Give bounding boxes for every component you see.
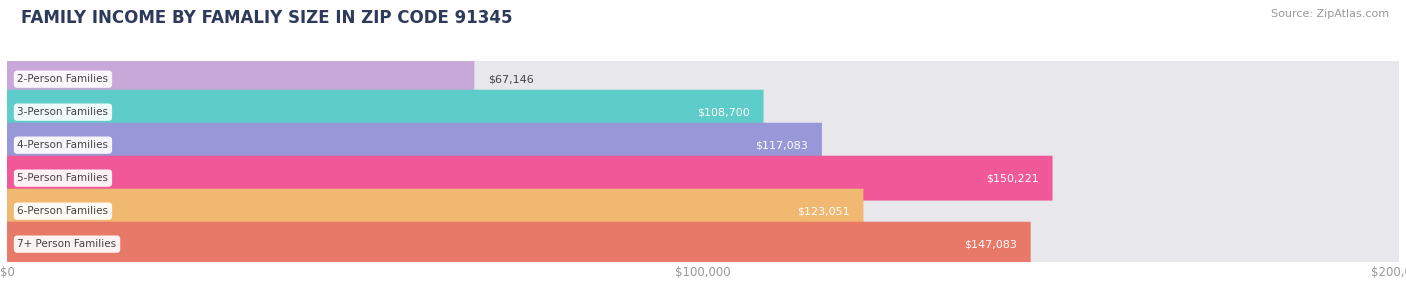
Text: 2-Person Families: 2-Person Families xyxy=(17,74,108,84)
Text: $150,221: $150,221 xyxy=(986,173,1039,183)
Text: 3-Person Families: 3-Person Families xyxy=(17,107,108,117)
Text: $117,083: $117,083 xyxy=(755,140,808,150)
FancyBboxPatch shape xyxy=(7,189,863,234)
FancyBboxPatch shape xyxy=(7,156,1053,201)
FancyBboxPatch shape xyxy=(7,156,1399,201)
FancyBboxPatch shape xyxy=(7,90,763,135)
FancyBboxPatch shape xyxy=(7,222,1399,267)
FancyBboxPatch shape xyxy=(7,57,474,102)
Text: $123,051: $123,051 xyxy=(797,206,849,216)
FancyBboxPatch shape xyxy=(7,222,1031,267)
FancyBboxPatch shape xyxy=(7,57,1399,102)
Text: 5-Person Families: 5-Person Families xyxy=(17,173,108,183)
FancyBboxPatch shape xyxy=(7,123,823,167)
FancyBboxPatch shape xyxy=(7,90,1399,135)
Text: $108,700: $108,700 xyxy=(697,107,749,117)
Text: $147,083: $147,083 xyxy=(965,239,1017,249)
Text: Source: ZipAtlas.com: Source: ZipAtlas.com xyxy=(1271,9,1389,19)
Text: $67,146: $67,146 xyxy=(488,74,534,84)
Text: 4-Person Families: 4-Person Families xyxy=(17,140,108,150)
FancyBboxPatch shape xyxy=(7,123,1399,167)
Text: FAMILY INCOME BY FAMALIY SIZE IN ZIP CODE 91345: FAMILY INCOME BY FAMALIY SIZE IN ZIP COD… xyxy=(21,9,513,27)
Text: 7+ Person Families: 7+ Person Families xyxy=(17,239,117,249)
Text: 6-Person Families: 6-Person Families xyxy=(17,206,108,216)
FancyBboxPatch shape xyxy=(7,189,1399,234)
